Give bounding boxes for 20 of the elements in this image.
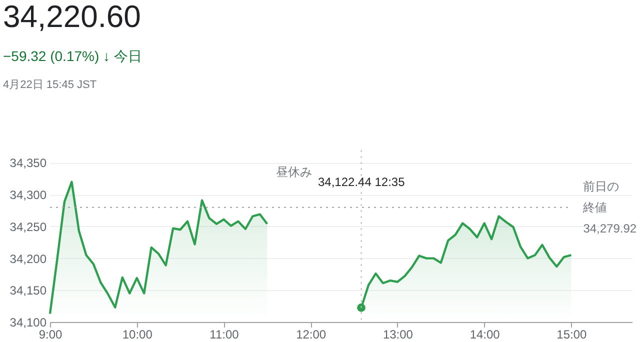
y-tick-label: 34,200 <box>10 252 47 266</box>
y-tick-label: 34,250 <box>10 220 47 234</box>
ref-line-label: 前日の終値 <box>582 179 620 214</box>
x-tick-label: 15:00 <box>556 328 588 342</box>
annotation: 34,122.44 12:35 <box>318 175 406 189</box>
chart-title: 34,220.60 <box>3 0 141 34</box>
y-tick-label: 34,300 <box>10 188 47 202</box>
x-tick-label: 10:00 <box>122 328 153 342</box>
x-tick-label: 13:00 <box>382 328 414 342</box>
x-tick-label: 9:00 <box>38 328 62 342</box>
x-tick-label: 11:00 <box>210 328 240 342</box>
y-tick-label: 34,150 <box>10 284 47 298</box>
chart-subtitle: −59.32 (0.17%) ↓ 今日 <box>3 48 142 64</box>
text: 4月22日 15:45 JST <box>3 79 97 91</box>
y-tick-label: 34,100 <box>10 316 47 330</box>
annotation: 昼休み <box>276 165 312 179</box>
x-tick-label: 14:00 <box>470 328 500 342</box>
x-tick-label: 12:00 <box>296 328 326 342</box>
y-tick-label: 34,350 <box>10 156 47 170</box>
annotation: 34,279.92 <box>583 221 637 236</box>
